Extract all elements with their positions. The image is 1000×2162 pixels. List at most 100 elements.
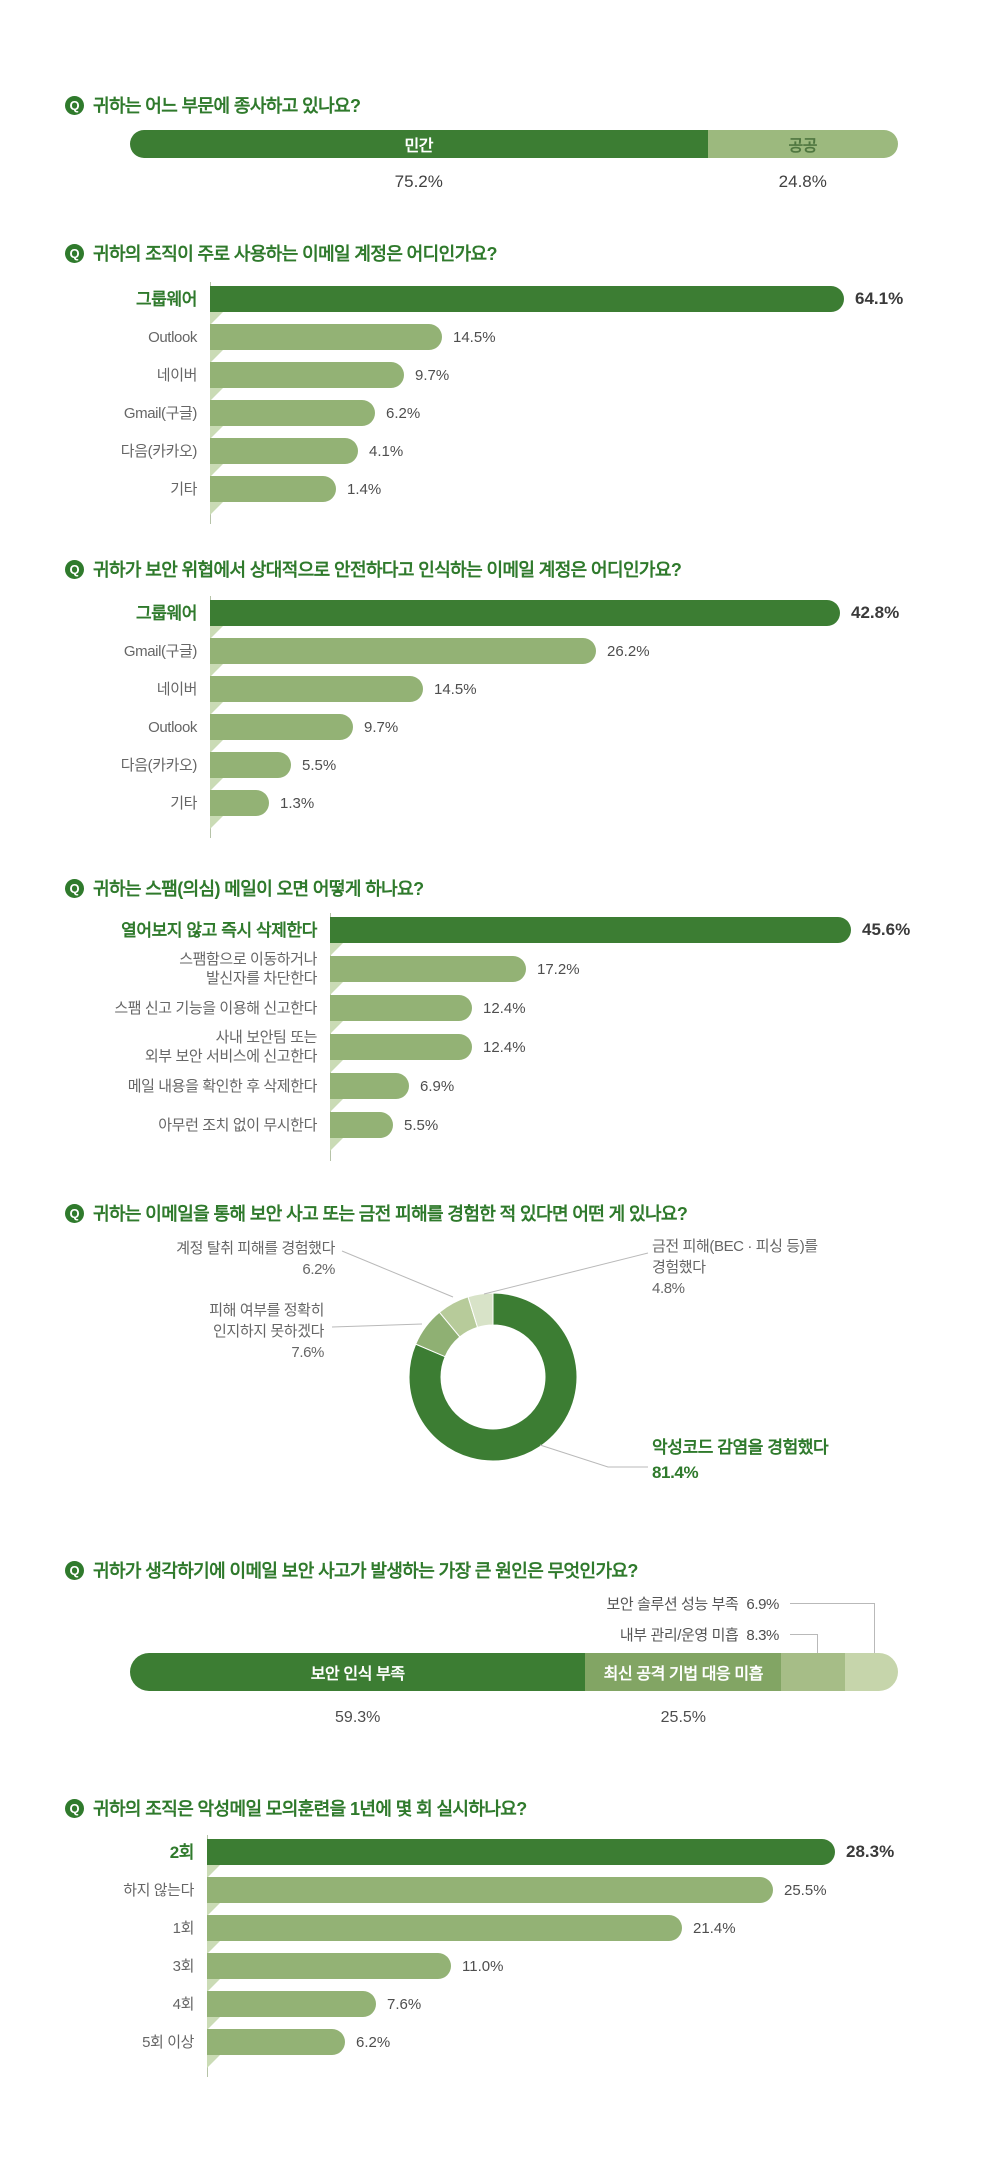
bar xyxy=(330,995,472,1021)
question-title: 귀하는 스팸(의심) 메일이 오면 어떻게 하나요? xyxy=(93,879,424,899)
donut-slice xyxy=(467,1292,494,1328)
question-title: 귀하는 이메일을 통해 보안 사고 또는 금전 피해를 경험한 적 있다면 어떤… xyxy=(93,1204,688,1224)
bar xyxy=(207,1839,835,1865)
question-section-incident-cause: Q 귀하가 생각하기에 이메일 보안 사고가 발생하는 가장 큰 원인은 무엇인… xyxy=(0,1557,1000,1757)
bar xyxy=(210,476,336,502)
donut-label: 악성코드 감염을 경험했다 81.4% xyxy=(652,1435,829,1485)
bar xyxy=(210,714,353,740)
donut-label: 계정 탈취 피해를 경험했다 6.2% xyxy=(95,1238,335,1280)
bar-fold xyxy=(330,943,343,956)
leader-line xyxy=(483,1252,649,1295)
bar-value-label: 21.4% xyxy=(693,1919,736,1937)
bar xyxy=(330,1034,472,1060)
bar xyxy=(330,917,851,943)
question-section-incident-type: Q 귀하는 이메일을 통해 보안 사고 또는 금전 피해를 경험한 적 있다면 … xyxy=(0,1200,1000,1552)
question-title: 귀하는 어느 부문에 종사하고 있나요? xyxy=(93,96,361,116)
segment-value-label: 24.8% xyxy=(778,172,827,191)
leader-line xyxy=(790,1603,874,1604)
question-title: 귀하가 생각하기에 이메일 보안 사고가 발생하는 가장 큰 원인은 무엇인가요… xyxy=(93,1561,638,1581)
donut-svg xyxy=(331,1250,649,1468)
bar-value-label: 4.1% xyxy=(369,442,404,460)
bar xyxy=(207,1953,451,1979)
segment-value-label: 25.5% xyxy=(660,1709,707,1726)
bar-fold xyxy=(330,1138,343,1151)
q-badge-icon: Q xyxy=(65,1203,84,1223)
bar-value-label: 25.5% xyxy=(784,1881,827,1899)
q-badge-icon: Q xyxy=(65,243,84,263)
question-header: Q 귀하는 스팸(의심) 메일이 오면 어떻게 하나요? xyxy=(65,875,424,901)
callout-label: 내부 관리/운영 미흡 8.3% xyxy=(619,1624,780,1645)
callout-value: 6.9% xyxy=(746,1596,779,1613)
bar xyxy=(207,1915,682,1941)
leader-line xyxy=(331,1323,423,1328)
donut-value-label: 4.8% xyxy=(652,1280,685,1297)
bar-value-label: 26.2% xyxy=(607,642,650,660)
bar-value-label: 14.5% xyxy=(434,680,477,698)
bar-category-label: 5회 이상 xyxy=(142,2033,194,2051)
bar xyxy=(210,324,442,350)
leader-line xyxy=(341,1250,454,1298)
q-badge-icon: Q xyxy=(65,1798,84,1818)
bar xyxy=(210,400,375,426)
bar-value-label: 42.8% xyxy=(851,603,900,622)
bar-value-label: 12.4% xyxy=(483,999,526,1017)
donut-value-label: 6.2% xyxy=(302,1261,335,1278)
bar xyxy=(207,1877,773,1903)
bar-value-label: 5.5% xyxy=(302,756,337,774)
bar-category-label: 그룹웨어 xyxy=(136,289,197,309)
question-title: 귀하의 조직은 악성메일 모의훈련을 1년에 몇 회 실시하나요? xyxy=(93,1799,527,1819)
bar xyxy=(330,956,526,982)
bar-value-label: 1.3% xyxy=(280,794,315,812)
callout-label: 보안 솔루션 성능 부족 6.9% xyxy=(607,1593,780,1614)
stacked-segment xyxy=(781,1653,845,1691)
question-header: Q 귀하가 보안 위협에서 상대적으로 안전하다고 인식하는 이메일 계정은 어… xyxy=(65,556,682,582)
q-badge-icon: Q xyxy=(65,95,84,115)
donut-value-label: 7.6% xyxy=(291,1344,324,1361)
bar xyxy=(210,600,840,626)
bar-category-label: 3회 xyxy=(172,1957,195,1975)
donut-label: 피해 여부를 정확히 인지하지 못하겠다 7.6% xyxy=(84,1300,324,1363)
bar-fold xyxy=(330,1060,343,1073)
question-section-sector: Q 귀하는 어느 부문에 종사하고 있나요? 민간 공공 75.2% 24.8% xyxy=(0,92,1000,212)
bar-category-label: 메일 내용을 확인한 후 삭제한다 xyxy=(127,1077,318,1095)
question-section-email-used: Q 귀하의 조직이 주로 사용하는 이메일 계정은 어디인가요? 그룹웨어 64.… xyxy=(0,240,1000,525)
bar xyxy=(210,438,358,464)
stacked-bar: 민간 공공 xyxy=(130,130,898,158)
bar-category-label: 열어보지 않고 즉시 삭제한다 xyxy=(121,920,317,940)
bar-value-label: 11.0% xyxy=(462,1957,504,1975)
donut-slice xyxy=(408,1292,578,1462)
stacked-bar: 보안 인식 부족 최신 공격 기법 대응 미흡 xyxy=(130,1653,898,1691)
bar xyxy=(207,2029,345,2055)
question-header: Q 귀하는 어느 부문에 종사하고 있나요? xyxy=(65,92,361,118)
bar xyxy=(330,1112,393,1138)
donut-label: 금전 피해(BEC · 피싱 등)를 경험했다 4.8% xyxy=(652,1238,818,1297)
stacked-segment: 최신 공격 기법 대응 미흡 xyxy=(585,1653,782,1691)
q-badge-icon: Q xyxy=(65,1560,84,1580)
bar xyxy=(207,1991,376,2017)
callout-text: 내부 관리/운영 미흡 xyxy=(619,1627,739,1644)
question-header: Q 귀하의 조직은 악성메일 모의훈련을 1년에 몇 회 실시하나요? xyxy=(65,1795,527,1821)
bar-category-label: 다음(카카오) xyxy=(120,756,198,774)
donut-value-label: 81.4% xyxy=(652,1463,699,1482)
bar xyxy=(210,676,423,702)
question-section-email-safe: Q 귀하가 보안 위협에서 상대적으로 안전하다고 인식하는 이메일 계정은 어… xyxy=(0,556,1000,846)
bar-category-label: Outlook xyxy=(148,718,197,736)
bar-fold xyxy=(330,982,343,995)
question-section-spam-action: Q 귀하는 스팸(의심) 메일이 오면 어떻게 하나요? 열어보지 않고 즉시 … xyxy=(0,875,1000,1161)
stacked-segment: 공공 xyxy=(707,130,898,158)
bar xyxy=(210,286,844,312)
bar-category-label: 1회 xyxy=(172,1919,195,1937)
bar-category-label: 4회 xyxy=(172,1995,195,2013)
bar-value-label: 6.9% xyxy=(420,1077,455,1095)
bar-value-label: 1.4% xyxy=(347,480,382,498)
bar-fold xyxy=(330,1099,343,1112)
bar-value-label: 9.7% xyxy=(415,366,450,384)
bar-fold xyxy=(207,2055,220,2068)
question-header: Q 귀하는 이메일을 통해 보안 사고 또는 금전 피해를 경험한 적 있다면 … xyxy=(65,1200,688,1226)
bar-category-label: 2회 xyxy=(169,1842,195,1862)
segment-value-label: 75.2% xyxy=(394,172,443,191)
bar xyxy=(210,638,596,664)
bar-value-label: 28.3% xyxy=(846,1842,895,1861)
bar-category-label: 스팸함으로 이동하거나 발신자를 차단한다 xyxy=(179,951,317,987)
bar-fold xyxy=(210,502,223,515)
